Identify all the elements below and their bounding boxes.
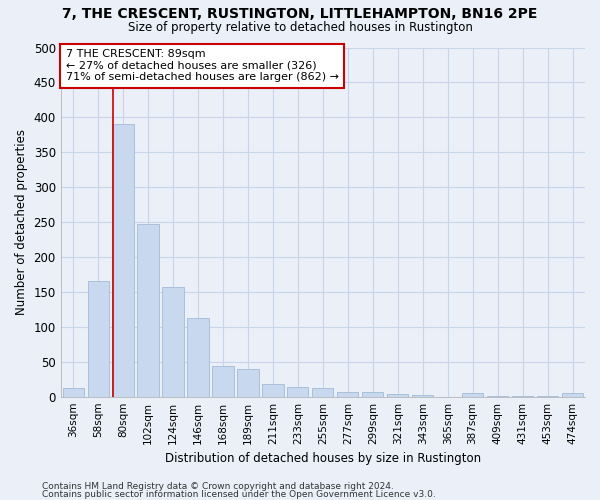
Bar [287,387,308,396]
X-axis label: Distribution of detached houses by size in Rustington: Distribution of detached houses by size … [165,452,481,465]
Bar [387,394,409,396]
Y-axis label: Number of detached properties: Number of detached properties [15,129,28,315]
Bar [562,393,583,396]
Text: Contains public sector information licensed under the Open Government Licence v3: Contains public sector information licen… [42,490,436,499]
Text: Size of property relative to detached houses in Rustington: Size of property relative to detached ho… [128,21,472,34]
Text: 7, THE CRESCENT, RUSTINGTON, LITTLEHAMPTON, BN16 2PE: 7, THE CRESCENT, RUSTINGTON, LITTLEHAMPT… [62,8,538,22]
Bar [88,282,109,397]
Bar [462,393,483,396]
Bar [212,366,233,396]
Bar [337,392,358,396]
Bar [112,124,134,396]
Bar [362,392,383,396]
Bar [262,384,284,396]
Bar [238,368,259,396]
Bar [187,318,209,396]
Bar [312,388,334,396]
Bar [137,224,158,396]
Text: Contains HM Land Registry data © Crown copyright and database right 2024.: Contains HM Land Registry data © Crown c… [42,482,394,491]
Text: 7 THE CRESCENT: 89sqm
← 27% of detached houses are smaller (326)
71% of semi-det: 7 THE CRESCENT: 89sqm ← 27% of detached … [66,49,339,82]
Bar [163,287,184,397]
Bar [62,388,84,396]
